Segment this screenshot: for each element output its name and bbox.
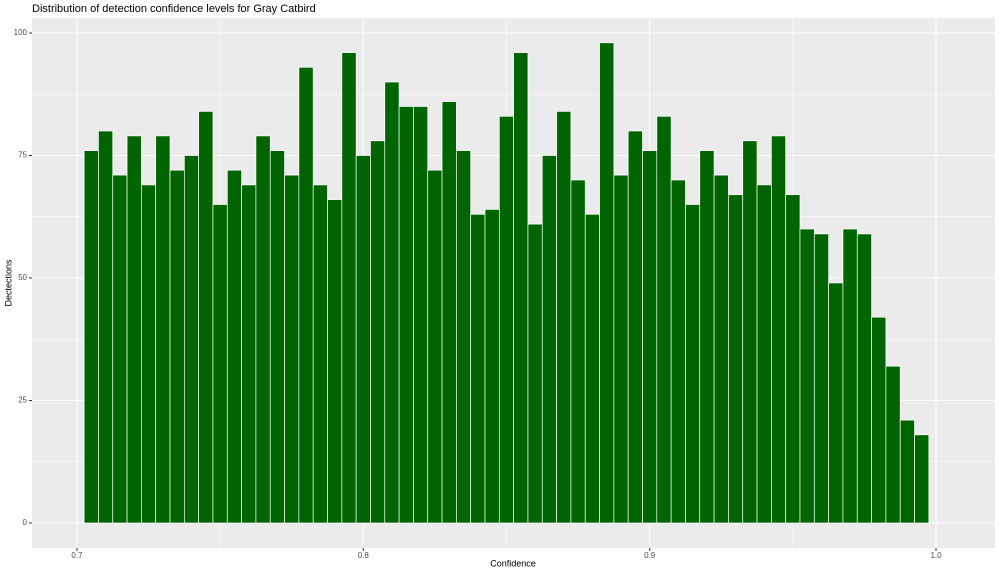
bar [642, 150, 658, 524]
bar [212, 204, 228, 524]
bar [513, 52, 529, 524]
y-tick-label: 0 [23, 518, 28, 527]
bar [828, 282, 844, 524]
bar [255, 135, 271, 524]
bar [885, 365, 901, 524]
bar [599, 42, 615, 524]
bar [813, 233, 829, 524]
bar [398, 106, 414, 524]
bar [914, 434, 930, 524]
bar [141, 184, 157, 524]
bar [570, 179, 586, 524]
bar [226, 169, 242, 524]
bar [341, 52, 357, 524]
bar [355, 155, 371, 524]
bar [470, 213, 486, 524]
bar [527, 223, 543, 524]
bar [742, 140, 758, 524]
x-axis-label: Confidence [490, 558, 536, 568]
bar [269, 150, 285, 524]
bar [756, 184, 772, 524]
bar [241, 184, 257, 524]
bar [713, 174, 729, 524]
bar [83, 150, 99, 524]
bar [155, 135, 171, 524]
bar [613, 174, 629, 524]
bar [183, 155, 200, 524]
bar [384, 81, 400, 524]
bar [670, 179, 686, 524]
bar [685, 204, 701, 524]
bar [427, 169, 443, 524]
bar [627, 130, 643, 524]
bar [541, 155, 557, 524]
bar [98, 130, 114, 524]
y-tick-label: 75 [18, 151, 27, 160]
bar [498, 115, 514, 524]
bar [842, 228, 858, 524]
bar [198, 111, 214, 524]
bar [126, 135, 142, 524]
x-tick-label: 0.9 [644, 551, 656, 560]
bar [799, 228, 815, 524]
bar [370, 140, 386, 524]
bar [169, 169, 185, 524]
bar [441, 101, 457, 524]
bar [327, 199, 343, 524]
bar [771, 135, 787, 524]
bar [856, 233, 872, 524]
bar [556, 111, 572, 524]
bar [312, 184, 328, 524]
y-tick-label: 50 [18, 273, 27, 282]
y-tick-label: 25 [18, 396, 27, 405]
bar [871, 316, 887, 524]
bar [298, 66, 314, 524]
y-axis-label: Dectections [3, 259, 13, 307]
bar [584, 213, 600, 524]
bar [699, 150, 715, 524]
x-tick-label: 0.7 [71, 551, 83, 560]
bar [112, 174, 128, 524]
bar [785, 194, 801, 524]
bar [456, 150, 472, 524]
chart-title: Distribution of detection confidence lev… [32, 3, 316, 15]
x-tick-label: 0.8 [358, 551, 370, 560]
bar [656, 115, 672, 524]
bar [484, 209, 500, 524]
bar [899, 419, 915, 524]
bar [413, 106, 429, 524]
bar [728, 194, 744, 524]
bar [284, 174, 300, 524]
y-tick-label: 100 [14, 28, 28, 37]
x-tick-label: 1.0 [930, 551, 942, 560]
